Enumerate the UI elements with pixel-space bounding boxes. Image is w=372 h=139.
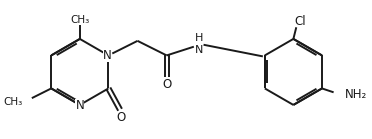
Text: O: O [162, 78, 171, 91]
Text: O: O [116, 111, 126, 124]
Text: CH₃: CH₃ [70, 15, 89, 25]
Text: Cl: Cl [294, 15, 306, 28]
Text: N: N [76, 99, 84, 112]
Text: H
N: H N [195, 33, 203, 55]
Text: NH₂: NH₂ [345, 88, 368, 101]
Text: N: N [103, 49, 112, 62]
Text: CH₃: CH₃ [3, 97, 22, 107]
